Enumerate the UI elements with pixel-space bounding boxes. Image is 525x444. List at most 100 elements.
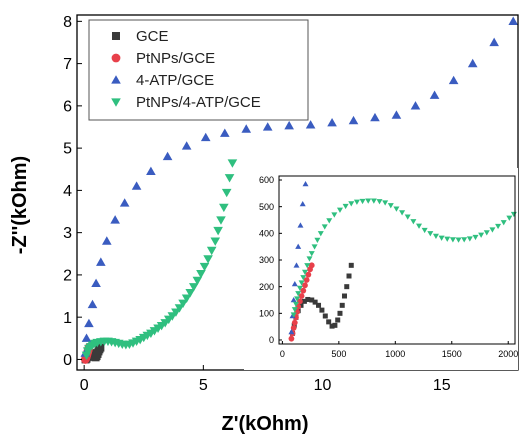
main-point-s2-22 [391, 110, 402, 119]
inset-point-s3-35 [432, 233, 439, 239]
main-point-s3-45 [227, 159, 238, 168]
inset-y-tick-label-1: 100 [259, 308, 274, 318]
inset-point-s3-10 [306, 256, 313, 262]
main-point-s3-30 [178, 299, 188, 309]
main-point-s0-14 [96, 343, 105, 352]
inset-point-s3-46 [495, 223, 502, 230]
main-point-s2-28 [508, 16, 519, 25]
main-point-s2-1 [81, 333, 92, 342]
inset-point-s1-2 [290, 325, 297, 331]
main-point-s3-38 [206, 246, 217, 256]
inset-point-s3-22 [359, 198, 366, 205]
main-y-tick-label-8: 8 [63, 14, 72, 31]
main-plot: 0 5 10 15 0 1 2 3 4 5 6 7 8 Z'(kOhm) -Z''(kOhm) [9, 14, 519, 435]
main-point-s2-25 [448, 75, 459, 85]
main-y-tick-label-4: 4 [63, 183, 72, 200]
inset-point-s3-24 [370, 198, 377, 204]
inset-point-s3-23 [365, 198, 372, 204]
inset-point-s2-3 [291, 281, 298, 287]
main-y-tick-label-5: 5 [63, 141, 72, 158]
main-point-s3-31 [181, 294, 192, 303]
main-point-s2-7 [110, 215, 120, 224]
inset-point-s3-17 [331, 212, 338, 218]
inset-point-s3-47 [500, 220, 507, 226]
main-point-s3-32 [185, 289, 196, 298]
inset-point-s3-19 [342, 203, 349, 210]
inset-point-s0-11 [322, 313, 328, 319]
main-point-s3-33 [189, 283, 199, 292]
main-y-axis-label: -Z''(kOhm) [9, 156, 31, 254]
main-point-s3-34 [192, 276, 203, 286]
main-y-tick-label-6: 6 [63, 98, 72, 115]
inset-point-s3-42 [472, 234, 479, 241]
inset-axes: 0 500 1000 1500 2000 0 100 200 300 400 500 600 [259, 175, 518, 359]
main-point-s3-37 [203, 255, 213, 264]
inset-y-tick-label-3: 300 [259, 255, 274, 265]
inset-point-s1-11 [303, 277, 310, 283]
legend-label-gce: GCE [136, 28, 169, 45]
main-point-s2-8 [119, 198, 130, 207]
main-y-tick-label-1: 1 [63, 310, 72, 327]
main-y-tick-label-3: 3 [63, 225, 72, 242]
main-point-s3-41 [216, 216, 226, 225]
legend-marker-2 [111, 75, 121, 84]
inset-point-s0-19 [344, 284, 350, 290]
main-point-s3-43 [221, 188, 232, 198]
inset-point-s1-12 [305, 271, 312, 278]
inset-y-tick-label-4: 400 [259, 228, 274, 238]
inset-point-s3-29 [399, 210, 406, 216]
main-y-tick-label-2: 2 [63, 268, 72, 285]
inset-point-s2-4 [293, 262, 300, 268]
inset-markers [288, 181, 517, 342]
inset-point-s3-43 [478, 232, 485, 238]
main-point-s3-40 [213, 226, 223, 236]
inset-point-s1-14 [308, 262, 315, 269]
inset-point-s1-3 [291, 319, 298, 326]
inset-x-tick-label-1: 500 [331, 349, 346, 359]
inset-y-tick-label-2: 200 [259, 282, 274, 292]
legend-marker-3 [111, 98, 121, 107]
inset-point-s1-0 [288, 335, 295, 342]
inset-x-tick-label-0: 0 [280, 349, 285, 359]
inset-point-s3-18 [336, 207, 343, 213]
inset-point-s3-0 [290, 312, 297, 318]
inset-point-s3-34 [427, 231, 434, 237]
inset-y-tick-label-6: 600 [259, 175, 274, 185]
inset-point-s0-8 [312, 299, 318, 305]
main-point-s3-0 [81, 351, 92, 361]
inset-point-s3-26 [382, 200, 389, 206]
main-point-s2-5 [96, 257, 106, 266]
inset-x-tick-label-2: 1000 [385, 349, 405, 359]
main-point-s2-19 [327, 117, 337, 127]
main-point-s2-15 [241, 124, 252, 133]
main-point-s2-26 [467, 58, 478, 68]
inset-point-s3-45 [489, 227, 496, 233]
main-point-s2-13 [200, 132, 211, 142]
main-x-tick-label-1: 5 [199, 377, 208, 394]
inset-plot: 0 500 1000 1500 2000 0 100 200 300 400 500 600 [244, 168, 518, 370]
inset-point-s3-44 [483, 230, 490, 236]
main-markers [80, 16, 519, 364]
main-point-s3-29 [174, 304, 185, 313]
inset-point-s3-13 [314, 237, 321, 243]
inset-point-s3-2 [292, 301, 299, 307]
inset-y-tick-label-0: 0 [269, 335, 274, 345]
inset-point-s3-1 [291, 307, 298, 313]
main-point-s2-3 [87, 299, 98, 309]
inset-x-tick-label-4: 2000 [498, 349, 518, 359]
legend-label-ptnps-gce: PtNPs/GCE [136, 50, 215, 67]
main-y-tick-label-7: 7 [63, 56, 72, 73]
inset-point-s0-15 [335, 317, 341, 323]
inset-point-s1-9 [300, 287, 307, 294]
legend-label-4atp-gce: 4-ATP/GCE [136, 72, 214, 89]
inset-point-s3-32 [416, 223, 423, 229]
inset-point-s3-33 [421, 227, 428, 234]
inset-point-s3-40 [461, 237, 468, 243]
inset-point-s3-7 [300, 275, 307, 281]
inset-point-s2-5 [295, 243, 302, 249]
inset-point-s2-7 [299, 201, 306, 207]
main-point-s2-18 [305, 120, 316, 129]
inset-point-s3-4 [295, 291, 302, 297]
main-point-s2-20 [348, 115, 359, 125]
